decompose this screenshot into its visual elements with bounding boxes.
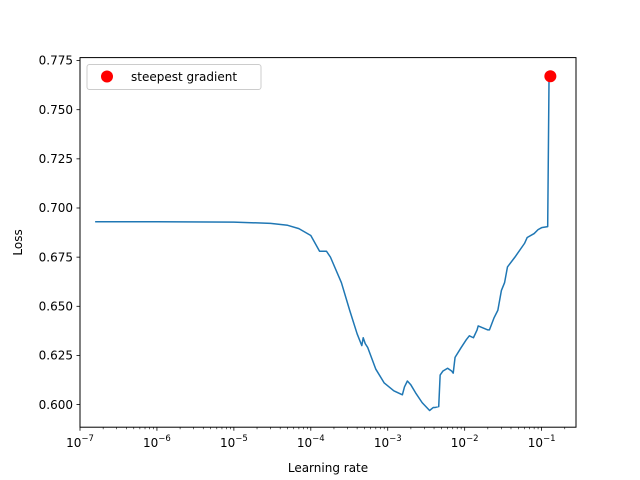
x-tick-label: 10−7 xyxy=(66,434,94,450)
series-line xyxy=(94,73,552,412)
y-axis-title: Loss xyxy=(11,229,25,255)
y-tick-label: 0.700 xyxy=(39,201,73,215)
y-axis-ticks: 0.600 0.625 0.650 0.675 0.700 0.725 0.750 0.775 xyxy=(39,54,80,412)
x-axis-title: Learning rate xyxy=(288,461,368,475)
plot-area xyxy=(94,70,557,412)
legend-box xyxy=(86,64,262,90)
x-tick-label: 10−6 xyxy=(143,434,171,450)
steepest-gradient-point xyxy=(544,70,557,83)
y-tick-label: 0.750 xyxy=(39,103,73,117)
x-tick-label: 10−4 xyxy=(297,434,325,450)
legend-label: steepest gradient xyxy=(131,70,237,84)
y-tick-label: 0.600 xyxy=(39,398,73,412)
y-tick-label: 0.675 xyxy=(39,250,73,264)
axes-frame xyxy=(79,57,577,428)
legend: steepest gradient xyxy=(86,64,262,90)
y-tick-label: 0.775 xyxy=(39,54,73,68)
x-tick-label: 10−5 xyxy=(220,434,248,450)
x-tick-label: 10−1 xyxy=(528,434,556,450)
y-tick-label: 0.625 xyxy=(39,349,73,363)
y-tick-label: 0.650 xyxy=(39,299,73,313)
y-tick-label: 0.725 xyxy=(39,152,73,166)
x-tick-label: 10−2 xyxy=(451,434,479,450)
legend-marker xyxy=(101,70,113,83)
x-tick-label: 10−3 xyxy=(374,434,402,450)
x-axis-ticks: 10−7 10−6 10−5 10−4 10−3 10−2 10−1 xyxy=(66,427,566,450)
